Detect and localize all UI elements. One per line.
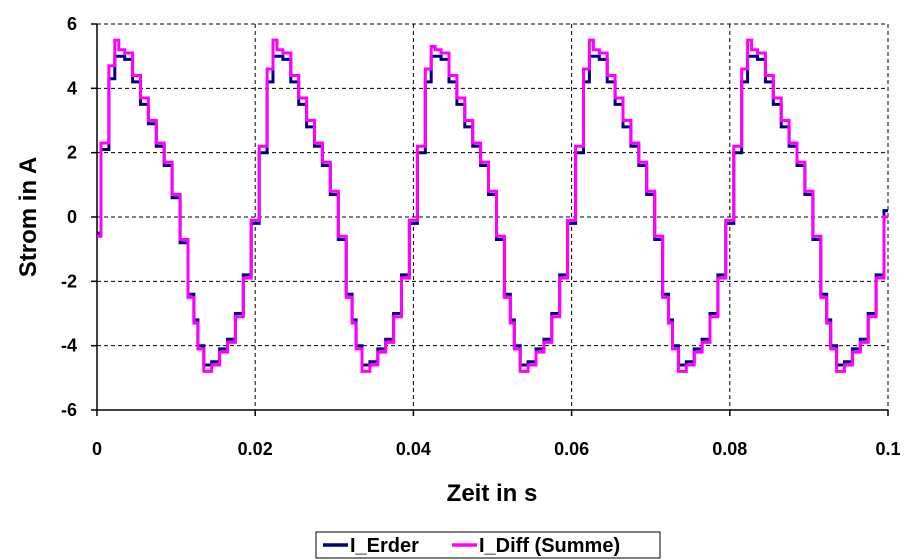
x-tick-label: 0.08 bbox=[712, 439, 747, 459]
series-line-i-diff bbox=[97, 38, 888, 373]
y-tick-labels: -6 -4 -2 0 2 4 6 bbox=[61, 14, 77, 420]
x-tick-labels: 0 0.02 0.04 0.06 0.08 0.1 bbox=[92, 439, 901, 459]
legend-box bbox=[315, 531, 661, 559]
x-tick-label: 0.02 bbox=[238, 439, 273, 459]
y-tick-label: 4 bbox=[67, 78, 77, 98]
legend-label-i-erder: I_Erder bbox=[350, 535, 419, 557]
y-tick-label: -6 bbox=[61, 400, 77, 420]
x-tick-label: 0.04 bbox=[396, 439, 431, 459]
legend: I_Erder I_Diff (Summe) bbox=[315, 531, 661, 559]
x-tick-label: 0.06 bbox=[554, 439, 589, 459]
series-lines bbox=[97, 38, 888, 373]
y-tick-label: 2 bbox=[67, 143, 77, 163]
x-axis-title: Zeit in s bbox=[447, 480, 538, 507]
y-tick-label: -4 bbox=[61, 336, 77, 356]
x-tick-label: 0.1 bbox=[875, 439, 900, 459]
y-tick-label: -2 bbox=[61, 271, 77, 291]
y-tick-label: 6 bbox=[67, 14, 77, 34]
y-axis-title: Strom in A bbox=[15, 157, 42, 277]
x-tick-label: 0 bbox=[92, 439, 102, 459]
legend-label-i-diff: I_Diff (Summe) bbox=[479, 535, 620, 557]
axes bbox=[91, 23, 889, 416]
y-tick-label: 0 bbox=[67, 207, 77, 227]
